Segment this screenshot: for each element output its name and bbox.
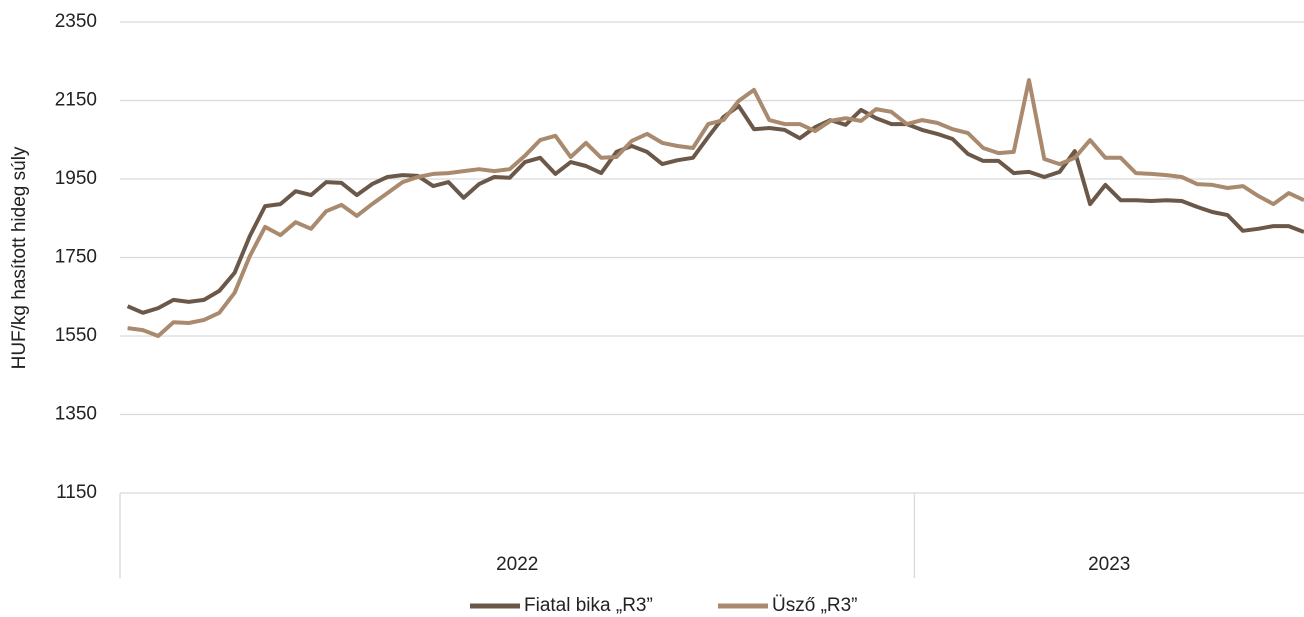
- x-group-label: 2023: [1088, 554, 1130, 575]
- y-axis-label: HUF/kg hasított hideg súly: [9, 146, 30, 369]
- y-tick-label: 1750: [55, 247, 97, 268]
- y-tick-label: 1950: [55, 168, 97, 189]
- legend-label: Fiatal bika „R3”: [524, 595, 653, 616]
- x-group-label: 2022: [496, 554, 538, 575]
- line-series: [126, 104, 1304, 315]
- line-series: [127, 78, 1304, 338]
- y-tick-label: 2350: [55, 11, 97, 32]
- y-tick-label: 1150: [56, 482, 97, 503]
- y-tick-label: 2150: [55, 90, 97, 111]
- legend-label: Üsző „R3”: [772, 595, 858, 616]
- y-tick-label: 1550: [55, 325, 97, 346]
- y-tick-label: 1350: [55, 404, 97, 425]
